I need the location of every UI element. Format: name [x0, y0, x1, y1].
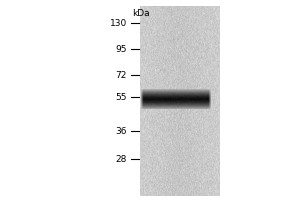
Text: 130: 130 — [110, 19, 127, 27]
Text: 72: 72 — [116, 71, 127, 79]
Text: 28: 28 — [116, 154, 127, 164]
Text: 55: 55 — [116, 92, 127, 102]
Text: 95: 95 — [116, 45, 127, 53]
Text: kDa: kDa — [132, 8, 150, 18]
Text: 36: 36 — [116, 127, 127, 136]
